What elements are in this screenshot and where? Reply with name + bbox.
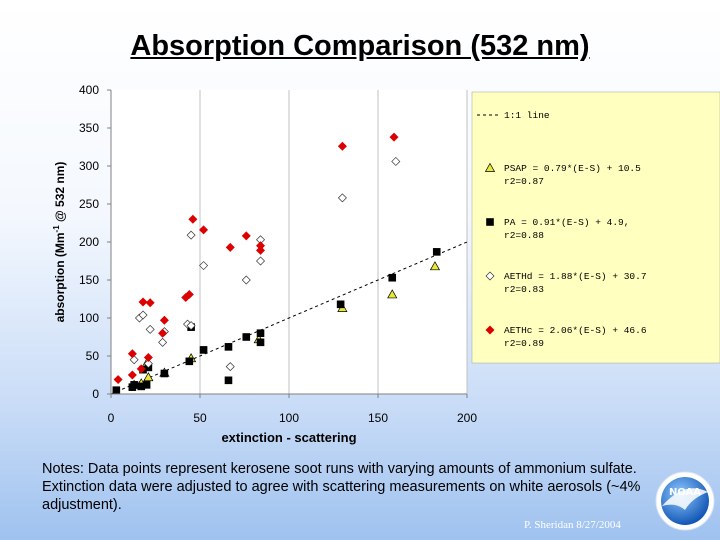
legend-equation-pa: PA = 0.91*(E-S) + 4.9, [504, 217, 629, 228]
legend-marker-psap [484, 162, 496, 172]
y-tick-label-400: 400 [79, 83, 99, 97]
data-points [112, 132, 441, 395]
legend-marker-aethc [485, 325, 495, 335]
point-aethc-13 [225, 242, 235, 252]
point-aethc-11 [188, 214, 198, 224]
legend-marker-aethd [485, 271, 495, 281]
noaa-bird-icon [662, 488, 708, 510]
y-axis-label-main: absorption (Mm [53, 232, 67, 322]
point-aethc-2 [127, 349, 137, 359]
legend-r2-aethd: r2=0.83 [504, 284, 544, 295]
point-pa-12 [224, 343, 233, 351]
grid-lines [199, 90, 468, 394]
point-aethc-0 [113, 375, 123, 385]
point-pa-10 [199, 346, 208, 354]
x-tick-label-100: 100 [279, 411, 299, 425]
legend-equation-aethd: AETHd = 1.88*(E-S) + 30.7 [504, 271, 647, 282]
noaa-logo: NOAA [655, 471, 715, 531]
point-pa-8 [185, 357, 194, 366]
y-tick-label-200: 200 [79, 235, 99, 249]
y-axis-label: absorption (Mm-1 @ 532 nm) [52, 162, 67, 323]
point-pa-5 [142, 381, 151, 389]
slide-title: Absorption Comparison (532 nm) [130, 30, 590, 62]
x-tick-label-50: 50 [193, 411, 207, 425]
point-aethc-14 [241, 231, 251, 241]
legend-equation-aethc: AETHc = 2.06*(E-S) + 46.6 [504, 325, 647, 336]
point-aethd-5 [158, 337, 168, 347]
point-aethd-2 [138, 310, 148, 320]
legend-r2-psap: r2=0.87 [504, 176, 544, 187]
point-aethc-16 [256, 241, 266, 251]
x-axis-label: extinction - scattering [221, 430, 356, 445]
point-pa-2 [130, 381, 138, 389]
point-aethd-15 [337, 193, 347, 203]
point-psap-2 [143, 372, 154, 382]
y-tick-label-350: 350 [79, 121, 99, 135]
legend-r2-pa: r2=0.88 [504, 230, 544, 241]
point-aethc-4 [138, 297, 148, 307]
point-aethd-13 [256, 256, 266, 266]
point-pa-7 [160, 369, 169, 378]
point-aethc-3 [136, 364, 146, 374]
point-pa-11 [224, 376, 233, 385]
one-to-one-line [110, 241, 468, 395]
point-aethc-17 [337, 141, 347, 151]
legend: 1:1 line PSAP = 0.79*(E-S) + 10.5 r2=0.87… [471, 91, 720, 364]
x-tick-label-200: 200 [457, 411, 477, 425]
point-pa-13 [242, 333, 251, 341]
point-pa-0 [112, 386, 121, 395]
series-pa [112, 248, 441, 395]
point-aethc-7 [158, 328, 168, 338]
point-aethc-5 [143, 353, 153, 363]
point-aethc-12 [199, 225, 209, 235]
author-credit: P. Sheridan 8/27/2004 [524, 519, 621, 531]
point-aethd-16 [391, 156, 401, 166]
y-axis-label-tail: @ 532 nm) [53, 162, 67, 226]
legend-items: PSAP = 0.79*(E-S) + 10.5 r2=0.87 PA = 0.91… [484, 162, 647, 349]
point-pa-15 [256, 329, 265, 338]
legend-marker-pa [486, 218, 494, 226]
point-aethc-10 [184, 289, 194, 299]
y-tick-label-250: 250 [79, 197, 99, 211]
y-tick-label-50: 50 [86, 349, 100, 363]
point-psap-8 [429, 261, 441, 271]
point-aethc-1 [127, 370, 137, 380]
point-pa-16 [336, 300, 345, 309]
legend-box [471, 91, 720, 364]
x-tick-label-150: 150 [368, 411, 388, 425]
point-pa-14 [256, 338, 265, 347]
point-aethc-8 [159, 315, 169, 325]
point-aethd-4 [145, 324, 155, 334]
x-tick-label-0: 0 [108, 411, 115, 425]
point-aethd-10 [199, 261, 209, 271]
point-aethd-9 [186, 230, 196, 240]
legend-label-line: 1:1 line [504, 110, 550, 121]
y-axis-ticks: 0 50 100 150 200 250 300 350 400 [79, 83, 111, 401]
y-axis-label-superscript: -1 [52, 225, 61, 233]
point-psap-7 [387, 289, 398, 299]
legend-equation-psap: PSAP = 0.79*(E-S) + 10.5 [504, 163, 641, 174]
point-aethc-6 [145, 298, 155, 308]
point-aethd-11 [225, 362, 235, 372]
point-aethd-3 [143, 359, 153, 369]
notes-text: Notes: Data points represent kerosene so… [42, 461, 641, 513]
point-pa-17 [388, 273, 397, 282]
y-tick-label-150: 150 [79, 273, 99, 287]
point-aethd-12 [241, 275, 251, 285]
point-aethc-15 [256, 245, 266, 255]
point-aethc-18 [389, 132, 399, 142]
point-pa-18 [432, 248, 441, 256]
y-tick-label-300: 300 [79, 159, 99, 173]
point-aethd-8 [186, 321, 196, 331]
legend-r2-aethc: r2=0.89 [504, 338, 544, 349]
y-tick-label-0: 0 [92, 387, 99, 401]
x-axis-ticks: 0 50 100 150 200 [108, 394, 477, 425]
series-aethc [113, 132, 399, 385]
series-aethd [129, 156, 401, 372]
noaa-logo-text: NOAA [669, 487, 701, 498]
y-tick-label-100: 100 [79, 311, 99, 325]
